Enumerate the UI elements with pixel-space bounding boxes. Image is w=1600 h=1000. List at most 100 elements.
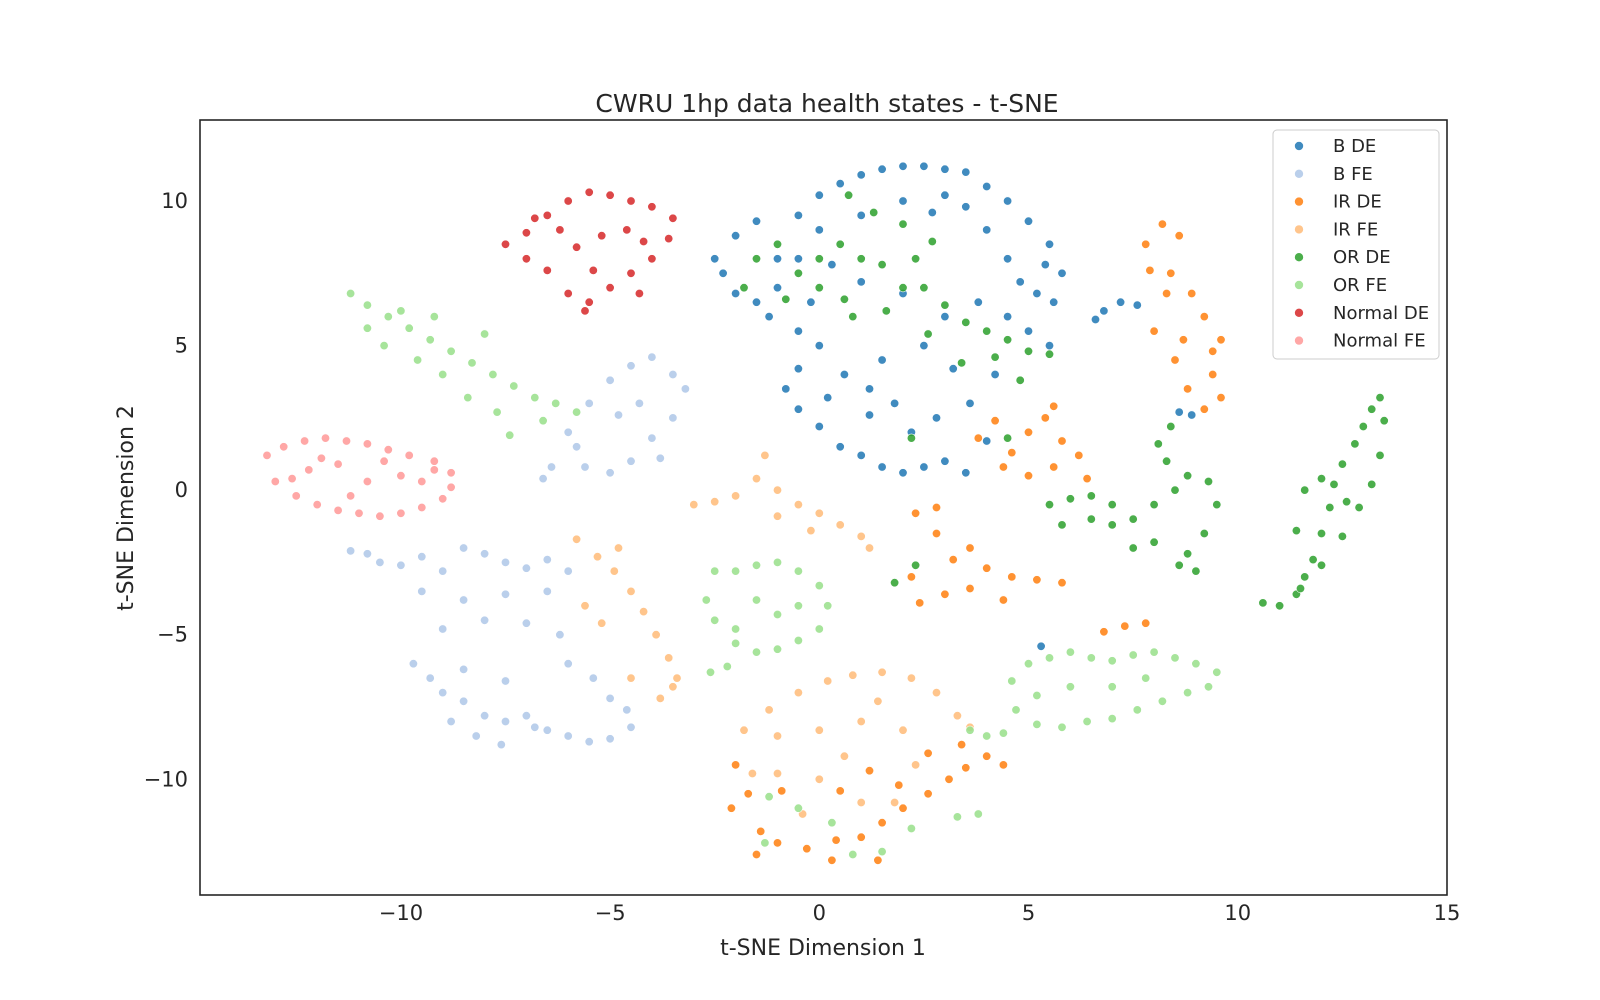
scatter-point xyxy=(1007,572,1017,582)
scatter-point xyxy=(647,433,657,443)
legend-marker xyxy=(1294,280,1304,290)
scatter-point xyxy=(1183,549,1193,559)
legend-marker xyxy=(1294,169,1304,179)
scatter-point xyxy=(1317,528,1327,538)
scatter-point xyxy=(844,190,854,200)
scatter-point xyxy=(1128,514,1138,524)
scatter-point xyxy=(320,433,330,443)
scatter-point xyxy=(438,566,448,576)
scatter-point xyxy=(814,508,824,518)
scatter-point xyxy=(952,711,962,721)
scatter-point xyxy=(605,468,615,478)
scatter-point xyxy=(919,283,929,293)
scatter-point xyxy=(726,803,736,813)
scatter-point xyxy=(793,326,803,336)
scatter-point xyxy=(877,260,887,270)
scatter-point xyxy=(1049,297,1059,307)
scatter-point xyxy=(919,161,929,171)
scatter-point xyxy=(1296,583,1306,593)
scatter-point xyxy=(944,774,954,784)
scatter-point xyxy=(1141,239,1151,249)
scatter-point xyxy=(584,187,594,197)
scatter-point xyxy=(835,239,845,249)
scatter-point xyxy=(542,210,552,220)
scatter-point xyxy=(542,586,552,596)
scatter-point xyxy=(634,398,644,408)
scatter-point xyxy=(521,228,531,238)
scatter-point xyxy=(408,659,418,669)
scatter-point xyxy=(1082,716,1092,726)
scatter-point xyxy=(1208,369,1218,379)
x-tick-label: −5 xyxy=(595,901,626,925)
scatter-point xyxy=(881,306,891,316)
scatter-point xyxy=(806,297,816,307)
scatter-point xyxy=(898,725,908,735)
scatter-point xyxy=(793,688,803,698)
legend-marker xyxy=(1294,141,1304,151)
legend-entry: B FE xyxy=(1294,164,1373,185)
scatter-point xyxy=(1065,494,1075,504)
scatter-point xyxy=(1342,497,1352,507)
scatter-point xyxy=(1350,439,1360,449)
scatter-point xyxy=(1116,297,1126,307)
scatter-point xyxy=(1032,288,1042,298)
scatter-point xyxy=(990,352,1000,362)
y-axis-label: t-SNE Dimension 2 xyxy=(114,405,139,611)
scatter-point xyxy=(597,231,607,241)
scatter-point xyxy=(751,647,761,657)
scatter-point xyxy=(931,528,941,538)
scatter-point xyxy=(1157,219,1167,229)
scatter-point xyxy=(965,725,975,735)
scatter-point xyxy=(814,421,824,431)
scatter-point xyxy=(438,369,448,379)
legend-label: B DE xyxy=(1333,136,1376,157)
x-tick-label: 0 xyxy=(813,901,826,925)
scatter-point xyxy=(940,190,950,200)
scatter-point xyxy=(1007,448,1017,458)
scatter-point xyxy=(1358,421,1368,431)
plot-area xyxy=(199,119,1448,896)
scatter-point xyxy=(1141,673,1151,683)
scatter-point xyxy=(1024,216,1034,226)
scatter-point xyxy=(572,407,582,417)
scatter-point xyxy=(1045,341,1055,351)
scatter-point xyxy=(333,459,343,469)
scatter-point xyxy=(563,731,573,741)
scatter-point xyxy=(777,786,787,796)
scatter-point xyxy=(1337,531,1347,541)
scatter-point xyxy=(1354,502,1364,512)
scatter-point xyxy=(613,410,623,420)
scatter-point xyxy=(496,740,506,750)
scatter-point xyxy=(1024,659,1034,669)
scatter-point xyxy=(760,450,770,460)
x-tick-label: 5 xyxy=(1022,901,1035,925)
scatter-point xyxy=(459,543,469,553)
scatter-point xyxy=(1057,520,1067,530)
scatter-point xyxy=(417,476,427,486)
scatter-point xyxy=(1082,474,1092,484)
scatter-point xyxy=(304,465,314,475)
scatter-point xyxy=(521,563,531,573)
scatter-point xyxy=(584,297,594,307)
scatter-point xyxy=(1375,450,1385,460)
scatter-point xyxy=(781,294,791,304)
scatter-point xyxy=(731,566,741,576)
scatter-point xyxy=(572,242,582,252)
legend-marker xyxy=(1294,224,1304,235)
scatter-point xyxy=(877,847,887,857)
scatter-point xyxy=(647,352,657,362)
scatter-point xyxy=(626,722,636,732)
scatter-point xyxy=(1091,314,1101,324)
scatter-point xyxy=(856,797,866,807)
scatter-point xyxy=(710,615,720,625)
scatter-point xyxy=(341,436,351,446)
scatter-point xyxy=(772,609,782,619)
scatter-point xyxy=(1174,407,1184,417)
scatter-point xyxy=(1099,627,1109,637)
scatter-point xyxy=(467,358,477,368)
scatter-point xyxy=(961,167,971,177)
legend-marker xyxy=(1294,196,1304,207)
scatter-point xyxy=(940,312,950,322)
scatter-point xyxy=(647,254,657,264)
scatter-point xyxy=(396,560,406,570)
